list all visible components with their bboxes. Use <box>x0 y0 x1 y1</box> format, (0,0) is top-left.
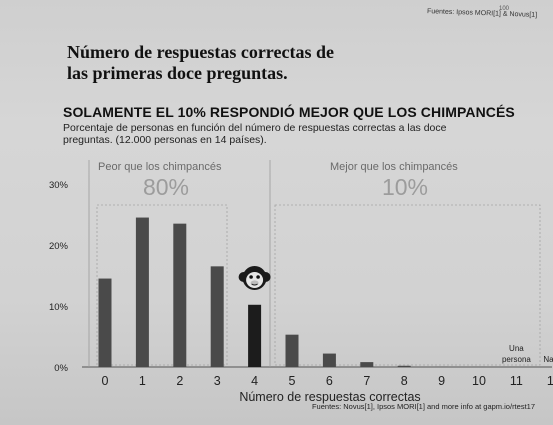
source-note-bottom: Fuentes: Novus[1], Ipsos MORI[1] and mor… <box>311 402 535 411</box>
bar-3 <box>210 266 224 367</box>
bar-5 <box>285 334 299 367</box>
x-tick-label: 9 <box>438 374 445 388</box>
chart-subtitle-line-1: Porcentaje de personas en función del nú… <box>63 122 447 134</box>
book-title: Número de respuestas correctas de las pr… <box>67 42 427 84</box>
x-tick-label: 8 <box>401 374 408 388</box>
y-tick-label: 30% <box>49 180 69 191</box>
x-tick-label: 3 <box>214 374 221 388</box>
group-percent-worse: 80% <box>143 174 189 200</box>
x-axis-label: Número de respuestas correctas <box>239 390 420 404</box>
bar-0 <box>98 278 112 367</box>
chart-subtitle: Porcentaje de personas en función del nú… <box>63 122 523 146</box>
group-percent-better: 10% <box>382 174 428 200</box>
x-tick-label: 7 <box>363 374 370 388</box>
bar-8 <box>397 365 411 367</box>
group-label-worse: Peor que los chimpancés <box>98 161 222 173</box>
bar-6 <box>322 353 336 367</box>
chart-subtitle-line-2: preguntas. (12.000 personas en 14 países… <box>63 134 267 146</box>
annotation-label: Una <box>509 344 524 353</box>
x-tick-label: 10 <box>472 374 486 388</box>
bar-4 <box>248 304 262 367</box>
x-tick-label: 1 <box>139 374 146 388</box>
x-tick-label: 0 <box>102 374 109 388</box>
x-tick-label: 11 <box>510 374 523 388</box>
page-number: 100 <box>498 6 509 12</box>
x-tick-label: 2 <box>176 374 183 388</box>
x-tick-label: 4 <box>251 374 258 388</box>
group-box-worse <box>96 204 228 366</box>
annotation-label: persona <box>502 355 531 364</box>
group-box-better <box>274 204 541 366</box>
chart-title: SOLAMENTE EL 10% RESPONDIÓ MEJOR QUE LOS… <box>63 104 515 120</box>
x-tick-label: 5 <box>289 374 296 388</box>
y-tick-label: 10% <box>49 302 69 313</box>
y-tick-label: 20% <box>49 241 69 252</box>
annotation-label: Nadie <box>543 355 553 364</box>
x-tick-label: 12 <box>547 374 553 388</box>
bar-1 <box>135 217 149 367</box>
chimpanzee-icon <box>238 266 271 290</box>
y-tick-label: 0% <box>54 363 68 374</box>
bar-2 <box>173 223 187 367</box>
x-tick-label: 6 <box>326 374 333 388</box>
book-title-line-2: las primeras doce preguntas. <box>67 63 288 83</box>
group-label-better: Mejor que los chimpancés <box>330 161 458 173</box>
bar-7 <box>360 362 374 367</box>
book-title-line-1: Número de respuestas correctas de <box>67 42 334 62</box>
